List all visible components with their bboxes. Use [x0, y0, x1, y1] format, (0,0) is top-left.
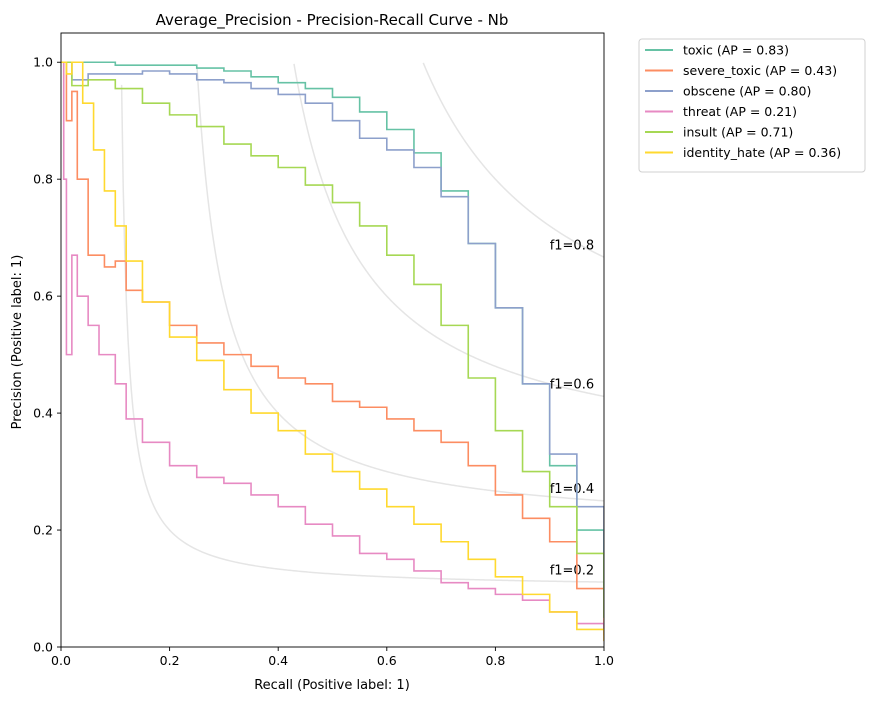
legend-entry: toxic (AP = 0.83) — [683, 43, 789, 58]
y-tick-label: 0.0 — [33, 640, 53, 655]
chart-title: Average_Precision - Precision-Recall Cur… — [156, 11, 509, 30]
x-tick-label: 0.8 — [485, 653, 505, 668]
x-axis-label: Recall (Positive label: 1) — [254, 678, 410, 693]
y-tick-label: 0.4 — [33, 406, 53, 421]
series-line-6 — [61, 61, 604, 642]
x-tick-label: 0.2 — [160, 653, 180, 668]
y-tick-label: 0.6 — [33, 289, 53, 304]
y-tick-label: 0.8 — [33, 172, 53, 187]
x-tick-label: 0.0 — [51, 653, 71, 668]
iso-f1-curve-1 — [120, 84, 604, 583]
legend-entry: obscene (AP = 0.80) — [683, 84, 811, 99]
series-line-3 — [61, 61, 604, 618]
legend-entry: insult (AP = 0.71) — [683, 125, 793, 140]
y-tick-label: 1.0 — [33, 55, 53, 70]
iso-f1-curve-4 — [422, 62, 604, 258]
x-tick-label: 0.4 — [268, 653, 288, 668]
series-line-4 — [61, 61, 604, 642]
series-line-2 — [61, 61, 604, 636]
plot-area: f1=0.2 f1=0.4 f1=0.6 f1=0.8 0.0 0.2 0.4 0.6 0.8 1… — [33, 32, 614, 668]
x-tick-label: 0.6 — [377, 653, 397, 668]
iso-f1-label: f1=0.4 — [550, 482, 594, 497]
series-line-5 — [61, 61, 604, 618]
legend-box — [638, 38, 866, 173]
x-tick-label: 1.0 — [594, 653, 614, 668]
iso-f1-label: f1=0.6 — [550, 378, 594, 393]
y-tick-label: 0.2 — [33, 523, 53, 538]
y-axis-label: Precision (Positive label: 1) — [10, 255, 25, 430]
legend-entry: threat (AP = 0.21) — [683, 104, 797, 119]
iso-f1-label: f1=0.2 — [550, 563, 594, 578]
iso-f1-curve-3 — [293, 63, 604, 398]
legend-entry: severe_toxic (AP = 0.43) — [683, 63, 837, 78]
legend: toxic (AP = 0.83) severe_toxic (AP = 0.43… — [638, 38, 866, 173]
iso-f1-curve-2 — [196, 66, 604, 502]
pr-curves — [61, 61, 604, 642]
legend-entry: identity_hate (AP = 0.36) — [683, 145, 841, 160]
iso-f1-curves — [120, 62, 604, 583]
axes-frame — [60, 32, 605, 648]
iso-f1-label: f1=0.8 — [550, 238, 594, 253]
